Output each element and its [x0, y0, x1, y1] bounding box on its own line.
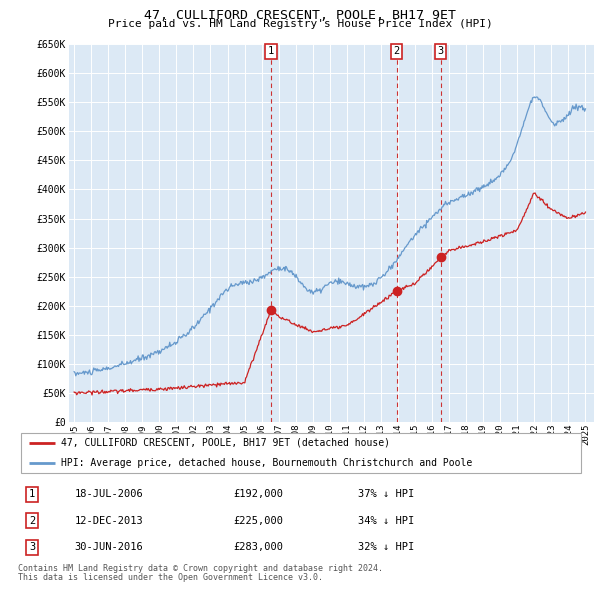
FancyBboxPatch shape: [21, 433, 581, 473]
Text: 47, CULLIFORD CRESCENT, POOLE, BH17 9ET: 47, CULLIFORD CRESCENT, POOLE, BH17 9ET: [144, 9, 456, 22]
Text: 32% ↓ HPI: 32% ↓ HPI: [358, 542, 415, 552]
Text: Contains HM Land Registry data © Crown copyright and database right 2024.: Contains HM Land Registry data © Crown c…: [18, 564, 383, 573]
Text: 18-JUL-2006: 18-JUL-2006: [75, 490, 143, 499]
Text: 3: 3: [29, 542, 35, 552]
Text: HPI: Average price, detached house, Bournemouth Christchurch and Poole: HPI: Average price, detached house, Bour…: [61, 458, 472, 468]
Text: £283,000: £283,000: [233, 542, 283, 552]
Text: 2: 2: [394, 46, 400, 56]
Text: 1: 1: [29, 490, 35, 499]
Text: £225,000: £225,000: [233, 516, 283, 526]
Text: 47, CULLIFORD CRESCENT, POOLE, BH17 9ET (detached house): 47, CULLIFORD CRESCENT, POOLE, BH17 9ET …: [61, 438, 389, 448]
Text: 37% ↓ HPI: 37% ↓ HPI: [358, 490, 415, 499]
Text: 30-JUN-2016: 30-JUN-2016: [75, 542, 143, 552]
Text: 2: 2: [29, 516, 35, 526]
Text: 12-DEC-2013: 12-DEC-2013: [75, 516, 143, 526]
Text: 1: 1: [268, 46, 274, 56]
Text: 34% ↓ HPI: 34% ↓ HPI: [358, 516, 415, 526]
Text: 3: 3: [437, 46, 444, 56]
Text: Price paid vs. HM Land Registry's House Price Index (HPI): Price paid vs. HM Land Registry's House …: [107, 19, 493, 30]
Text: This data is licensed under the Open Government Licence v3.0.: This data is licensed under the Open Gov…: [18, 573, 323, 582]
Text: £192,000: £192,000: [233, 490, 283, 499]
